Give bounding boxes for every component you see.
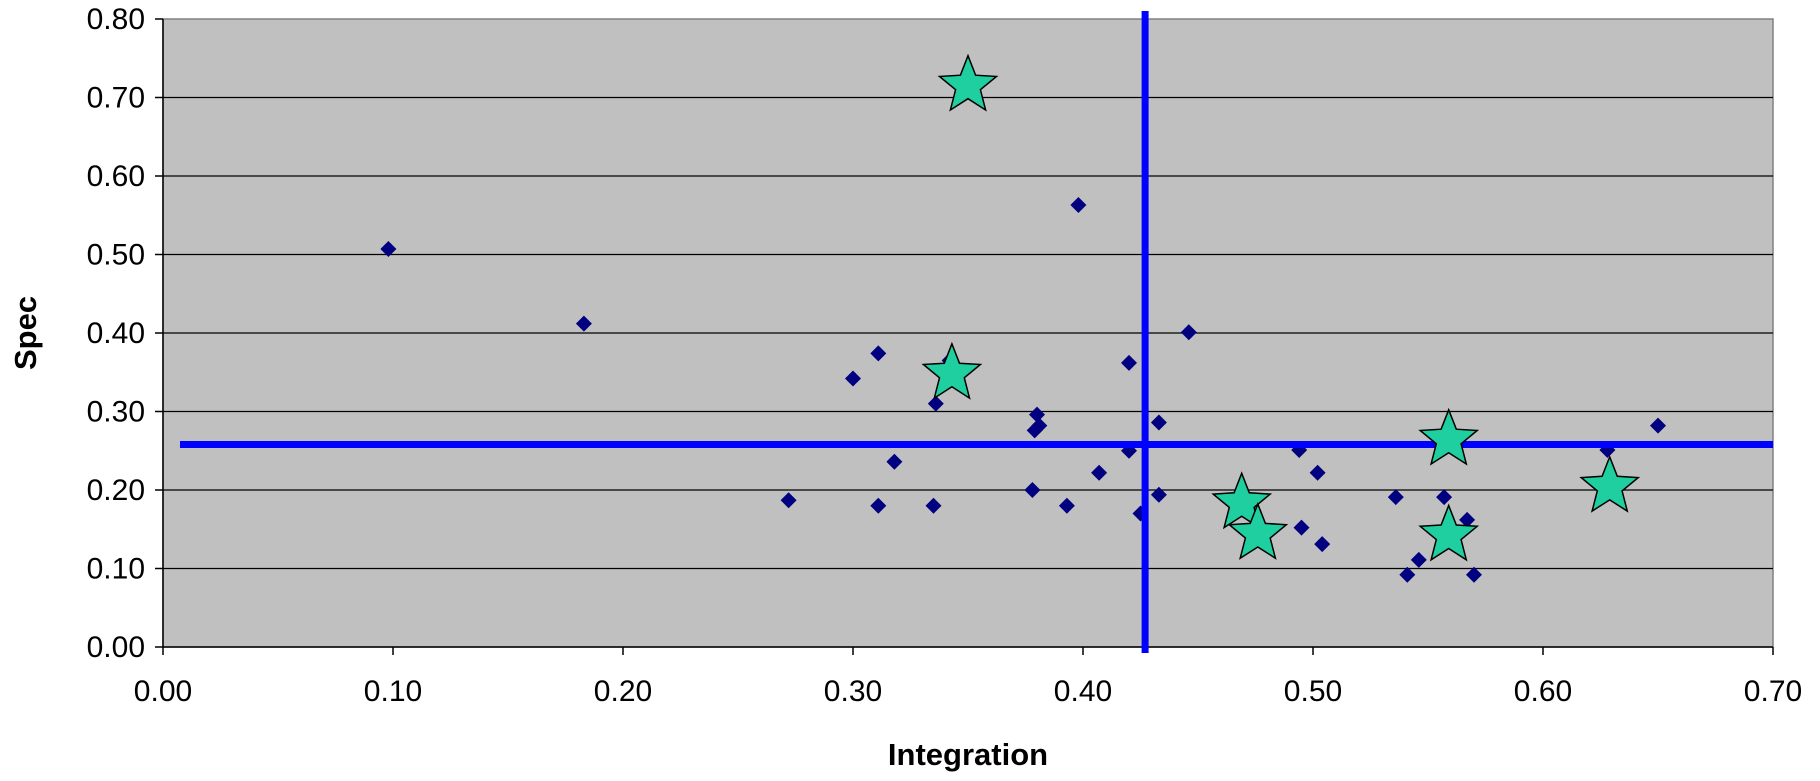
diamond-point — [927, 395, 944, 412]
star-point — [1418, 407, 1480, 466]
x-tick-label: 0.60 — [1514, 675, 1572, 708]
diamond-point — [1150, 486, 1167, 503]
diamond-point — [1070, 197, 1087, 214]
y-tick-label: 0.60 — [87, 160, 145, 193]
y-axis-title: Spec — [8, 296, 43, 370]
diamond-point — [1091, 464, 1108, 481]
diamond-point — [1459, 511, 1476, 528]
x-tick-label: 0.00 — [134, 675, 192, 708]
y-tick-label: 0.30 — [87, 396, 145, 429]
reference-lines — [180, 11, 1773, 653]
star-point — [1227, 501, 1289, 560]
y-tick-label: 0.70 — [87, 82, 145, 115]
diamond-point — [1466, 566, 1482, 583]
y-tick-labels: 0.00 0.10 0.20 0.30 0.40 0.50 0.60 0.70 0.80 — [87, 3, 145, 664]
star-point — [1579, 454, 1641, 513]
diamond-point — [1058, 497, 1075, 514]
diamond-point — [1410, 551, 1427, 568]
star-point — [937, 53, 999, 112]
diamond-point — [380, 241, 397, 258]
diamond-point — [845, 370, 861, 387]
y-tick-label: 0.10 — [87, 553, 145, 586]
diamond-point — [1309, 464, 1326, 481]
y-tick-label: 0.40 — [87, 317, 145, 350]
diamond-point — [1031, 417, 1048, 434]
x-tick-labels: 0.00 0.10 0.20 0.30 0.40 0.50 0.60 0.70 — [134, 675, 1802, 708]
star-point — [1418, 503, 1480, 562]
diamond-point — [1650, 417, 1666, 434]
star-point — [1211, 471, 1273, 530]
diamond-point — [1121, 354, 1137, 371]
star-series — [921, 53, 1641, 562]
diamond-point — [575, 315, 592, 332]
x-tick-label: 0.50 — [1284, 675, 1342, 708]
y-tick-label: 0.20 — [87, 474, 145, 507]
diamond-point — [1293, 519, 1310, 536]
diamond-point — [1024, 482, 1041, 498]
x-tick-label: 0.70 — [1744, 675, 1802, 708]
diamond-point — [1180, 324, 1197, 341]
diamond-point — [870, 497, 887, 514]
star-point — [921, 341, 983, 400]
diamond-point — [1314, 536, 1331, 553]
gridlines — [155, 18, 1774, 655]
x-tick-label: 0.30 — [824, 675, 882, 708]
x-tick-label: 0.40 — [1054, 675, 1112, 708]
diamond-point — [1399, 566, 1416, 583]
diamond-point — [1436, 489, 1453, 506]
diamond-point — [1029, 406, 1045, 423]
diamond-point — [870, 345, 887, 362]
diamond-point — [925, 497, 942, 514]
y-tick-label: 0.80 — [87, 3, 145, 36]
diamond-point — [1150, 414, 1167, 431]
x-tick-label: 0.10 — [364, 675, 422, 708]
x-tick-label: 0.20 — [594, 675, 652, 708]
diamond-point — [886, 453, 903, 470]
y-tick-label: 0.50 — [87, 239, 145, 272]
diamond-point — [1387, 489, 1404, 506]
y-tick-label: 0.00 — [87, 631, 145, 664]
x-axis-title: Integration — [888, 737, 1048, 772]
diamond-point — [780, 492, 797, 509]
